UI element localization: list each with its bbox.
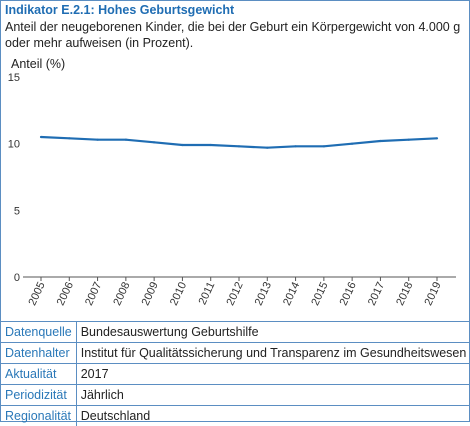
indicator-description: Anteil der neugeborenen Kinder, die bei … xyxy=(5,19,467,51)
x-tick-label: 2011 xyxy=(197,280,218,307)
data-point xyxy=(125,139,127,141)
y-tick-label: 15 xyxy=(8,72,20,84)
data-point xyxy=(295,145,297,147)
x-tick-label: 2017 xyxy=(366,280,387,307)
data-point xyxy=(408,139,410,141)
x-axis-ticks: 2005 2006 2007 2008 2009 2010 2011 2012 2013 2014… xyxy=(26,277,443,307)
data-point xyxy=(68,137,70,139)
x-tick-label: 2006 xyxy=(55,280,76,307)
y-axis-ticks: 0 5 10 15 xyxy=(8,72,20,284)
indicator-title: Indikator E.2.1: Hohes Geburtsgewicht xyxy=(5,3,234,17)
series-group xyxy=(40,136,438,149)
x-tick-label: 2014 xyxy=(281,280,302,307)
metadata-table: Datenquelle Bundesauswertung Geburtshilf… xyxy=(1,321,470,426)
x-tick-label: 2008 xyxy=(111,280,132,307)
data-point xyxy=(40,136,42,138)
x-tick-label: 2012 xyxy=(224,280,245,307)
meta-row-datenhalter: Datenhalter Institut für Qualitätssicher… xyxy=(1,343,470,364)
data-point xyxy=(379,140,381,142)
meta-value: 2017 xyxy=(76,364,470,385)
data-point xyxy=(181,144,183,146)
meta-key: Datenquelle xyxy=(1,322,76,343)
data-point xyxy=(153,141,155,143)
y-tick-label: 10 xyxy=(8,139,20,151)
x-tick-label: 2013 xyxy=(253,280,274,307)
x-tick-label: 2019 xyxy=(422,280,443,307)
x-tick-label: 2010 xyxy=(168,280,189,307)
x-tick-label: 2016 xyxy=(338,280,359,307)
meta-row-aktualitaet: Aktualität 2017 xyxy=(1,364,470,385)
data-point xyxy=(238,145,240,147)
meta-value: Deutschland xyxy=(76,406,470,426)
meta-row-datenquelle: Datenquelle Bundesauswertung Geburtshilf… xyxy=(1,322,470,343)
data-point xyxy=(210,144,212,146)
y-tick-label: 0 xyxy=(14,272,20,284)
data-point xyxy=(266,147,268,149)
x-tick-label: 2007 xyxy=(83,280,104,307)
meta-key: Aktualität xyxy=(1,364,76,385)
x-tick-label: 2018 xyxy=(394,280,415,307)
meta-row-regionalitaet: Regionalität Deutschland xyxy=(1,406,470,426)
meta-value: Bundesauswertung Geburtshilfe xyxy=(76,322,470,343)
data-point xyxy=(323,145,325,147)
x-tick-label: 2015 xyxy=(309,280,330,307)
meta-key: Datenhalter xyxy=(1,343,76,364)
x-tick-label: 2005 xyxy=(26,280,47,307)
meta-key: Periodizität xyxy=(1,385,76,406)
x-tick-label: 2009 xyxy=(140,280,161,307)
meta-value: Institut für Qualitätssicherung und Tran… xyxy=(76,343,470,364)
data-point xyxy=(97,139,99,141)
data-point xyxy=(351,143,353,145)
y-tick-label: 5 xyxy=(14,205,20,217)
meta-value: Jährlich xyxy=(76,385,470,406)
meta-key: Regionalität xyxy=(1,406,76,426)
data-point xyxy=(436,137,438,139)
meta-row-periodizitaet: Periodizität Jährlich xyxy=(1,385,470,406)
y-axis-title: Anteil (%) xyxy=(11,57,65,71)
